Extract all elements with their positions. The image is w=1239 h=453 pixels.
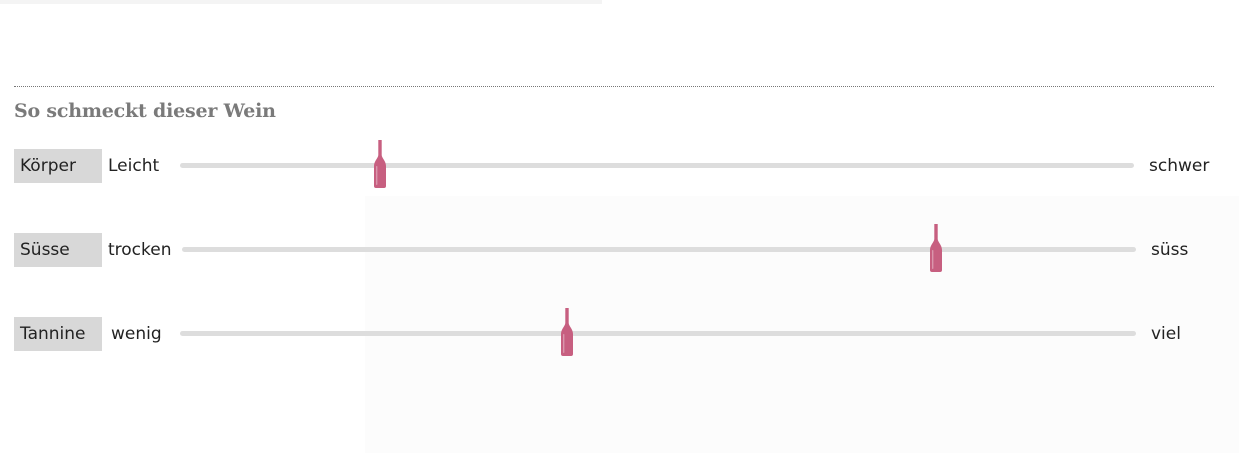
wine-bottle-icon: [560, 307, 574, 357]
taste-low-label-koerper: Leicht: [108, 156, 160, 176]
wine-bottle-icon: [373, 139, 387, 189]
section-title: So schmeckt dieser Wein: [14, 100, 276, 122]
taste-label-tannine: Tannine: [14, 317, 102, 351]
taste-label-suesse: Süsse: [14, 233, 102, 267]
taste-low-label-tannine: wenig: [111, 324, 162, 344]
taste-row-tannine: Tannine wenig viel: [0, 307, 1239, 357]
taste-label-koerper: Körper: [14, 149, 102, 183]
taste-track-suesse: [182, 247, 1136, 252]
top-strip: [0, 0, 602, 4]
taste-high-label-tannine: viel: [1151, 324, 1181, 344]
taste-high-label-koerper: schwer: [1149, 156, 1210, 176]
taste-low-label-suesse: trocken: [108, 240, 172, 260]
section-divider: [14, 86, 1214, 87]
taste-row-koerper: Körper Leicht schwer: [0, 139, 1239, 189]
background-panel: [365, 196, 1239, 453]
taste-track-tannine: [180, 331, 1136, 336]
taste-row-suesse: Süsse trocken süss: [0, 223, 1239, 273]
wine-bottle-icon: [929, 223, 943, 273]
taste-high-label-suesse: süss: [1151, 240, 1189, 260]
taste-track-koerper: [180, 163, 1134, 168]
